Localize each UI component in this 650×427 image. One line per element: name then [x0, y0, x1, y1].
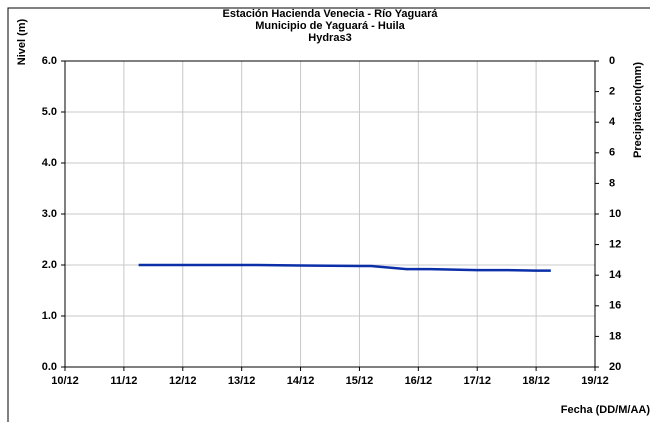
chart-title: Municipio de Yaguará - Huila	[255, 20, 405, 32]
y-tick-label: 0.0	[42, 361, 57, 373]
y2-tick-label: 8	[609, 177, 615, 189]
y2-tick-label: 14	[609, 269, 622, 281]
x-tick-label: 12/12	[169, 375, 197, 387]
y2-tick-label: 12	[609, 239, 621, 251]
y2-tick-label: 16	[609, 300, 621, 312]
x-tick-label: 16/12	[405, 375, 433, 387]
chart-title: Estación Hacienda Venecia - Río Yaguará	[223, 8, 439, 20]
x-axis-label: Fecha (DD/M/AA)	[561, 404, 650, 416]
x-tick-label: 17/12	[463, 375, 491, 387]
data-line	[138, 263, 551, 272]
y2-tick-label: 4	[609, 116, 616, 128]
chart-frame	[7, 7, 650, 427]
x-tick-label: 13/12	[228, 375, 256, 387]
x-tick-label: 18/12	[522, 375, 550, 387]
y2-tick-label: 6	[609, 147, 615, 159]
x-tick-label: 11/12	[110, 375, 137, 387]
y-tick-label: 4.0	[42, 157, 57, 169]
y2-tick-label: 18	[609, 330, 621, 342]
x-tick-label: 10/12	[51, 375, 79, 387]
y-tick-label: 1.0	[42, 310, 57, 322]
y2-tick-label: 0	[609, 55, 615, 67]
y-tick-label: 5.0	[42, 106, 57, 118]
y2-tick-label: 2	[609, 86, 615, 98]
y-tick-label: 2.0	[42, 259, 57, 271]
y-tick-label: 3.0	[42, 208, 57, 220]
x-tick-label: 15/12	[346, 375, 374, 387]
x-tick-label: 14/12	[287, 375, 315, 387]
y-axis-label: Nivel (m)	[16, 18, 28, 65]
y-tick-label: 6.0	[42, 55, 57, 67]
chart-title: Hydras3	[308, 32, 351, 44]
y2-tick-label: 20	[609, 361, 621, 373]
plot-frame	[64, 60, 596, 368]
x-tick-label: 19/12	[581, 375, 609, 387]
y2-axis-label: Precipitacion(mm)	[632, 62, 644, 158]
y2-tick-label: 10	[609, 208, 621, 220]
